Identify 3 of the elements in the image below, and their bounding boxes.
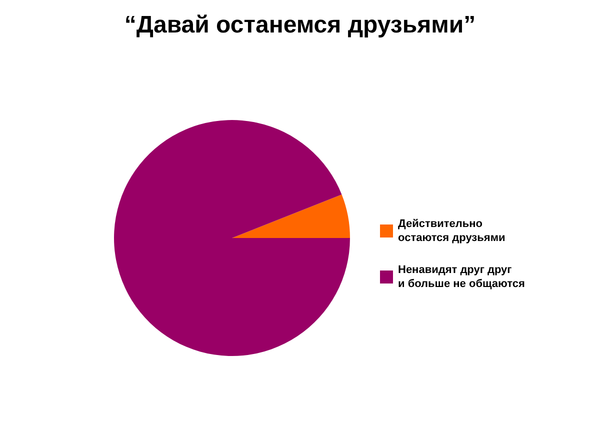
- legend-label: Действительно остаются друзьями: [398, 218, 506, 244]
- chart-title: “Давай останемся друзьями”: [124, 12, 476, 38]
- legend-label: Ненавидят друг друг и больше не общаются: [398, 264, 525, 290]
